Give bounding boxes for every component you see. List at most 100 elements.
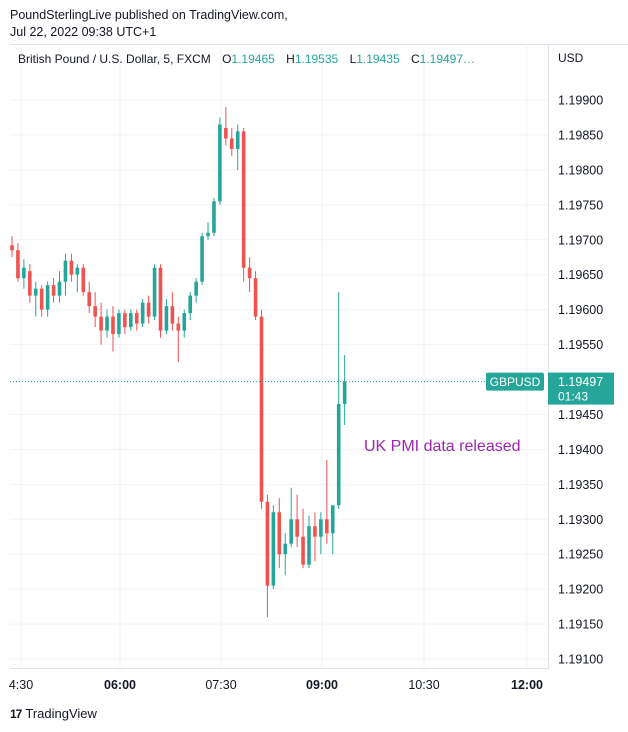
high-label: H bbox=[286, 52, 295, 66]
candle-body bbox=[146, 302, 151, 317]
tradingview-logo-icon: 17 bbox=[10, 706, 22, 721]
candle-body bbox=[224, 127, 228, 139]
price-tick-label: 1.19200 bbox=[558, 583, 603, 597]
candle-body bbox=[87, 292, 92, 307]
candle-body bbox=[212, 201, 216, 233]
candle-body bbox=[16, 250, 20, 279]
candle-body bbox=[206, 232, 210, 237]
candle-body bbox=[265, 501, 270, 586]
candle-body bbox=[63, 260, 68, 282]
price-tick-label: 1.19900 bbox=[558, 94, 603, 108]
candle-body bbox=[277, 512, 282, 555]
candle-body bbox=[57, 281, 62, 296]
candle-body bbox=[241, 131, 246, 268]
price-tick-label: 1.19650 bbox=[558, 268, 603, 282]
candle-body bbox=[170, 306, 175, 324]
candle-body bbox=[301, 536, 305, 565]
time-tick-label: 12:00 bbox=[511, 678, 543, 692]
candle-body bbox=[10, 245, 14, 251]
candle-body bbox=[283, 543, 288, 555]
price-tick-label: 1.19550 bbox=[558, 338, 603, 352]
price-tick-label: 1.19300 bbox=[558, 513, 603, 527]
low-value: 1.19435 bbox=[356, 52, 400, 66]
last-price-tag bbox=[548, 372, 614, 405]
publisher-line: PoundSterlingLive published on TradingVi… bbox=[10, 8, 288, 22]
price-tick-label: 1.19750 bbox=[558, 198, 603, 212]
price-tick-label: 1.19700 bbox=[558, 233, 603, 247]
candle-body bbox=[22, 267, 26, 279]
chart-pane[interactable] bbox=[10, 44, 549, 669]
candle-body bbox=[111, 316, 115, 335]
time-tick-label: 10:30 bbox=[408, 678, 439, 692]
price-tick-label: 1.19150 bbox=[558, 618, 603, 632]
candle-body bbox=[218, 124, 222, 202]
candle-body bbox=[235, 131, 240, 149]
high-value: 1.19535 bbox=[294, 52, 339, 66]
candle-body bbox=[117, 313, 121, 335]
candle-body bbox=[93, 306, 97, 317]
time-axis[interactable] bbox=[10, 668, 548, 703]
price-tick-label: 1.19100 bbox=[558, 653, 603, 667]
candle-body bbox=[200, 236, 204, 282]
candle-body bbox=[158, 267, 163, 331]
low-label: L bbox=[349, 52, 357, 66]
candle-body bbox=[33, 288, 38, 296]
candle-body bbox=[176, 323, 181, 331]
symbol-legend: British Pound / U.S. Dollar, 5, FXCM O1.… bbox=[18, 52, 475, 66]
time-tick-label: 4:30 bbox=[9, 678, 33, 692]
candle-body bbox=[99, 316, 103, 331]
candle-body bbox=[45, 285, 50, 310]
candle-body bbox=[307, 526, 311, 565]
candle-body bbox=[69, 260, 74, 275]
time-tick-label: 07:30 bbox=[205, 678, 236, 692]
price-tick-label: 1.19850 bbox=[558, 128, 603, 142]
tradingview-brand: TradingView bbox=[25, 706, 97, 721]
tradingview-footer[interactable]: 17 TradingView bbox=[10, 706, 97, 721]
candle-body bbox=[253, 278, 258, 317]
candle-body bbox=[39, 288, 44, 310]
price-tick-label: 1.19800 bbox=[558, 163, 603, 177]
symbol-tag-label: GBPUSD bbox=[490, 375, 541, 389]
candle-body bbox=[289, 519, 293, 544]
symbol-tag bbox=[486, 372, 544, 391]
currency-label[interactable]: USD bbox=[558, 51, 584, 65]
candle-body bbox=[229, 138, 234, 149]
candle-body bbox=[152, 267, 157, 317]
candle-body bbox=[105, 316, 109, 331]
candle-body bbox=[123, 313, 127, 328]
candle-body bbox=[330, 505, 335, 534]
price-tick-label: 1.19350 bbox=[558, 478, 603, 492]
candle-body bbox=[336, 403, 341, 506]
candle-body bbox=[188, 295, 192, 314]
price-tick-label: 1.19250 bbox=[558, 548, 603, 562]
candle-body bbox=[182, 313, 187, 331]
candle-body bbox=[140, 302, 145, 324]
symbol-name: British Pound / U.S. Dollar, 5, FXCM bbox=[18, 52, 211, 66]
candle-body bbox=[51, 285, 56, 296]
candle-body bbox=[271, 512, 276, 586]
candle-body bbox=[259, 316, 264, 502]
publish-date: Jul 22, 2022 09:38 UTC+1 bbox=[10, 25, 157, 39]
last-price-value: 1.19497 bbox=[558, 375, 603, 389]
candle-body bbox=[134, 313, 139, 324]
time-tick-label: 09:00 bbox=[306, 678, 338, 692]
candle-body bbox=[342, 381, 347, 404]
candle-body bbox=[75, 267, 80, 275]
chart-annotation: UK PMI data released bbox=[364, 438, 521, 455]
candle-body bbox=[194, 281, 198, 296]
candle-body bbox=[81, 267, 86, 293]
countdown-timer: 01:43 bbox=[558, 390, 588, 404]
close-label: C bbox=[410, 52, 420, 66]
open-label: O bbox=[222, 52, 232, 66]
price-axis[interactable] bbox=[548, 44, 628, 669]
candle-body bbox=[129, 313, 133, 328]
candle-body bbox=[295, 519, 299, 537]
time-tick-label: 06:00 bbox=[104, 678, 136, 692]
candlestick-chart[interactable]: 1.19900 1.19850 1.19800 1.19750 1.19700 1.196… bbox=[0, 0, 628, 702]
candle-body bbox=[319, 519, 323, 537]
price-tick-label: 1.19600 bbox=[558, 303, 603, 317]
open-value: 1.19465 bbox=[231, 52, 275, 66]
close-value: 1.19497… bbox=[419, 52, 476, 66]
publisher-header: PoundSterlingLive published on TradingVi… bbox=[10, 7, 288, 41]
candle-body bbox=[247, 267, 252, 279]
